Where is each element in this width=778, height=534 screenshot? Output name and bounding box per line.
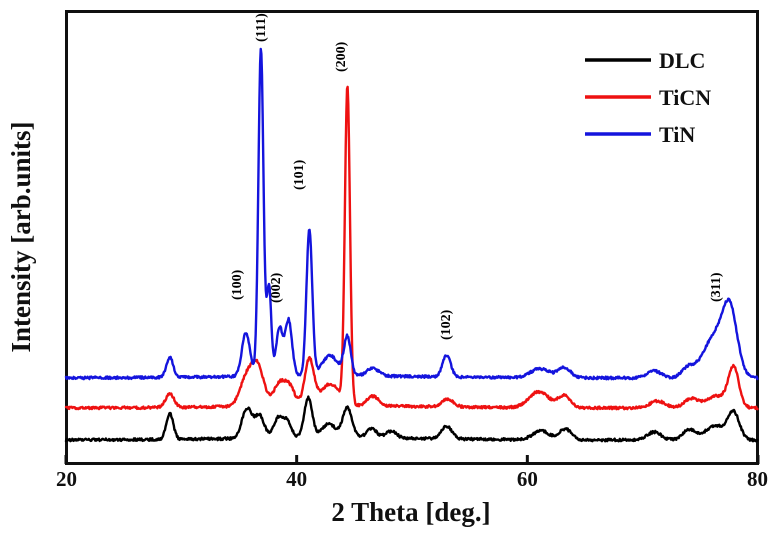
- trace-tin: [64, 47, 759, 381]
- peak-label-002: (002): [269, 272, 284, 303]
- x-axis-title: 2 Theta [deg.]: [331, 497, 490, 527]
- y-axis-title: Intensity [arb.units]: [6, 121, 36, 352]
- x-tick-label: 20: [56, 467, 77, 491]
- legend-label-dlc[interactable]: DLC: [659, 48, 705, 73]
- peak-label-100: (100): [230, 269, 245, 300]
- plot-frame: [65, 10, 759, 465]
- peak-label-102: (102): [439, 309, 454, 340]
- peak-label-101: (101): [292, 159, 307, 190]
- peak-label-111: (111): [254, 13, 269, 42]
- peak-label-311: (311): [709, 272, 724, 302]
- x-tick-label: 40: [286, 467, 307, 491]
- x-axis-ticks: 20 40 60 80: [56, 455, 768, 491]
- x-tick-label: 80: [747, 467, 768, 491]
- trace-ticn: [64, 85, 759, 411]
- peak-label-200: (200): [334, 41, 349, 72]
- legend-label-ticn[interactable]: TiCN: [659, 85, 711, 110]
- trace-group: [64, 47, 759, 443]
- peak-annotations: (100) (111) (002) (101) (200) (102) (311): [230, 13, 724, 340]
- trace-dlc: [64, 395, 759, 443]
- legend-label-tin[interactable]: TiN: [659, 122, 695, 147]
- legend[interactable]: DLC TiCN TiN: [585, 48, 711, 147]
- x-tick-label: 60: [517, 467, 538, 491]
